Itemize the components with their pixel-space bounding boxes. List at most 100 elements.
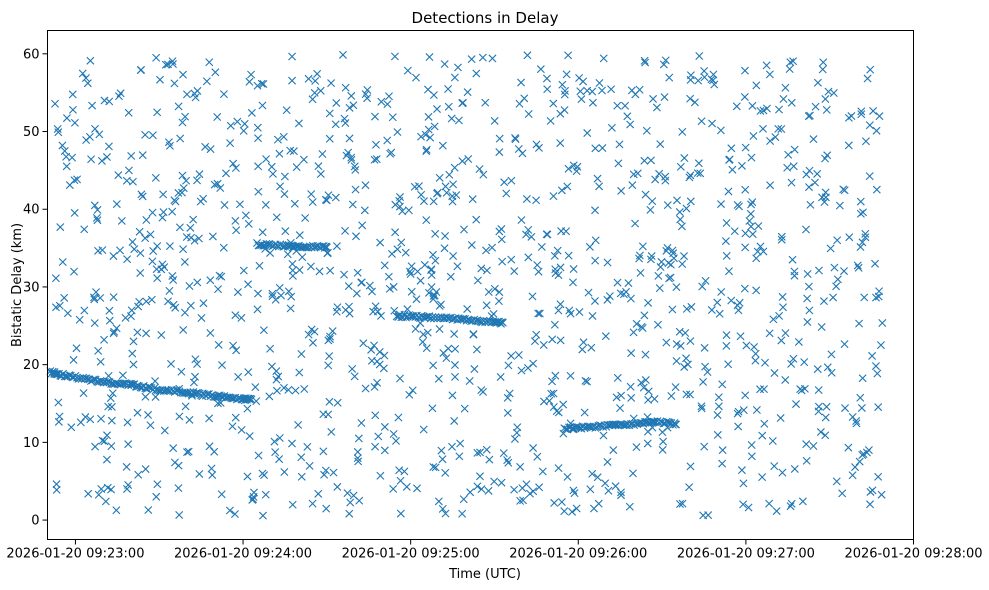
scatter-point [554,306,563,315]
scatter-point [396,476,405,485]
scatter-point [621,101,630,110]
scatter-point [288,52,297,61]
scatter-point [258,511,267,520]
scatter-point [583,129,592,138]
scatter-point [70,208,79,217]
scatter-point [387,249,396,258]
scatter-point [765,499,774,508]
scatter-point [874,292,883,301]
scatter-point [226,121,235,130]
scatter-point [748,230,757,239]
scatter-point [258,469,267,478]
scatter-point [770,462,779,471]
scatter-point [109,252,118,261]
scatter-point [848,471,857,480]
scatter-point [427,271,436,280]
scatter-point [416,276,425,285]
scatter-point [514,350,523,359]
scatter-point [667,392,676,401]
scatter-point [875,112,884,121]
scatter-point [316,86,325,95]
track-point [496,319,505,328]
scatter-point [375,347,384,356]
scatter-point [422,216,431,225]
scatter-point [406,270,415,278]
scatter-point [365,281,374,290]
scatter-point [724,360,733,369]
scatter-point [640,311,649,320]
scatter-point [56,223,65,232]
scatter-point [332,242,341,251]
scatter-point [324,336,333,345]
scatter-point [697,404,706,413]
scatter-point [146,230,155,239]
scatter-point [861,233,870,242]
scatter-point [494,297,503,306]
scatter-point [649,94,658,103]
scatter-point [874,403,883,412]
scatter-point [448,442,457,451]
scatter-point [371,302,380,311]
scatter-point [612,393,621,402]
scatter-point [294,420,303,429]
scatter-point [250,488,258,497]
scatter-point [572,504,581,513]
scatter-point [742,341,751,350]
scatter-point [747,440,756,449]
scatter-point [428,404,437,413]
scatter-point [476,448,485,457]
scatter-point [801,225,810,234]
scatter-point [412,295,421,304]
scatter-point [583,86,592,95]
scatter-point [253,305,262,314]
scatter-point [400,467,409,476]
track-point [183,389,192,398]
scatter-point [591,236,600,245]
scatter-point [727,144,736,153]
scatter-point [351,185,360,194]
scatter-point [266,248,275,257]
scatter-point [604,486,613,495]
scatter-point [581,376,590,385]
scatter-point [407,262,416,271]
scatter-point [747,222,755,231]
track-point [262,239,271,248]
scatter-point [332,307,341,316]
scatter-point [387,148,396,157]
scatter-point [217,272,226,281]
scatter-point [261,200,270,209]
scatter-point [628,469,637,478]
scatter-point [678,127,687,136]
scatter-point [253,81,262,90]
scatter-point [467,55,476,64]
scatter-point [105,306,114,315]
scatter-point [820,198,829,206]
scatter-point [262,155,271,164]
scatter-point [777,336,786,345]
scatter-point [658,445,667,454]
scatter-point [651,175,660,184]
scatter-point [838,489,847,498]
scatter-point [123,255,132,264]
scatter-point [779,94,788,103]
scatter-point [428,250,437,259]
scatter-point [357,419,366,428]
scatter-point [504,458,513,467]
scatter-point [349,101,358,110]
scatter-point [676,162,685,171]
x-tick-label: 2026-01-20 09:24:00 [174,547,312,562]
scatter-point [375,360,384,369]
scatter-point [405,390,414,399]
scatter-point [641,350,650,359]
scatter-point [359,339,368,348]
scatter-point [678,260,687,268]
scatter-point [858,238,867,247]
scatter-point [458,157,467,166]
x-tick-label: 2026-01-20 09:27:00 [677,547,815,562]
scatter-point [644,395,653,404]
scatter-point [206,276,215,285]
scatter-point [861,229,870,238]
scatter-point [412,73,420,82]
scatter-point [244,280,253,289]
scatter-point [718,459,727,468]
